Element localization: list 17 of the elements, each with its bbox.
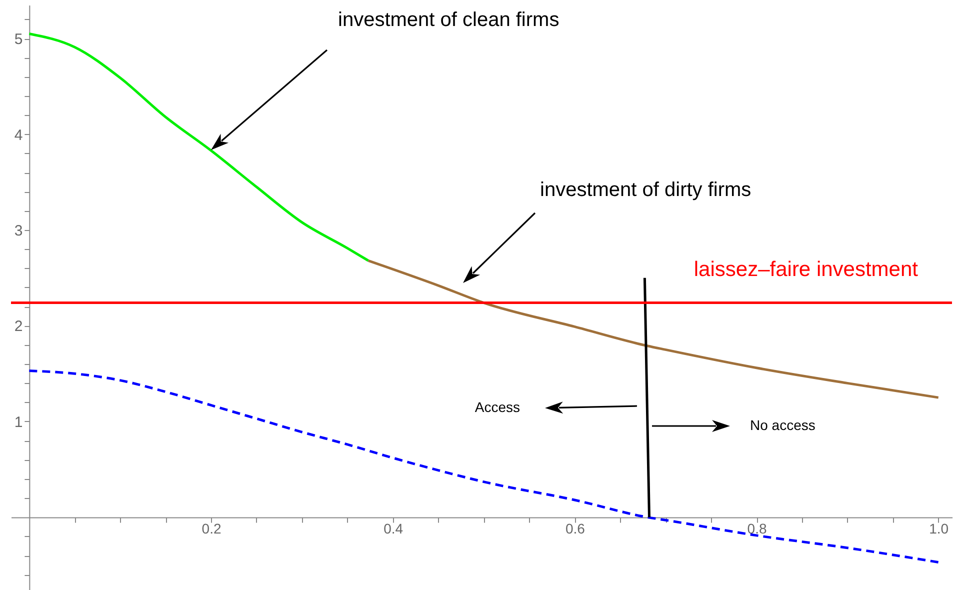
x-tick-label: 0.6 — [565, 520, 586, 537]
x-tick-label: 0.4 — [384, 520, 404, 537]
y-tick-label: 5 — [14, 31, 23, 48]
x-tick-label: 1.0 — [929, 520, 949, 537]
annotation: investment of clean firms — [338, 9, 560, 31]
line-series — [367, 259, 940, 399]
y-tick-label: 3 — [14, 222, 23, 240]
line-series — [28, 32, 370, 262]
annotation: investment of dirty firms — [540, 179, 752, 201]
annotation: Access — [474, 399, 520, 415]
y-tick-label: 4 — [14, 126, 23, 144]
annotation: No access — [750, 417, 816, 433]
x-tick-label: 0.8 — [747, 520, 767, 537]
y-tick-label: 2 — [14, 318, 23, 336]
ref-line-label: laissez–faire investment — [694, 258, 918, 281]
y-tick-label: 1 — [14, 414, 23, 431]
x-tick-label: 0.2 — [202, 520, 222, 537]
